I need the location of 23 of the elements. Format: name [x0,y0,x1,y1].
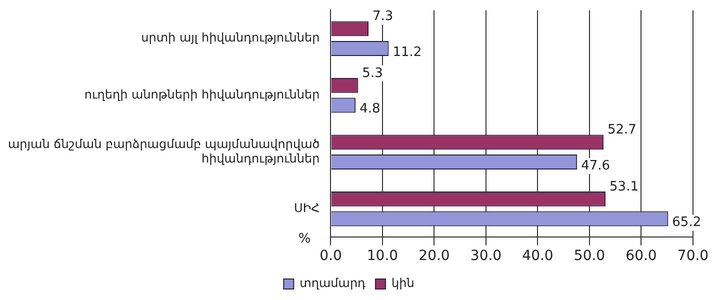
legend-label: կին [392,276,414,290]
data-label: 5.3 [362,66,383,81]
y-tick-label: ՍԻՀ [294,200,320,215]
x-tick-label: 10.0 [366,248,398,264]
data-label: 65.2 [672,215,702,230]
legend-label: տղամարդ [300,276,366,290]
x-tick-label: 60.0 [626,248,657,264]
x-tick-label: 40.0 [522,248,554,264]
y-tick-label: սրտի այլ հիվանդություններ [141,30,320,45]
data-label: 47.6 [581,158,610,174]
x-tick-label: 30.0 [470,248,502,264]
data-label: 4.8 [360,102,380,117]
x-tick-label: 70.0 [677,248,709,264]
x-axis-title: % [298,232,311,247]
x-tick-label: 20.0 [418,248,450,264]
x-tick-label: 0.0 [320,248,342,264]
y-tick-label: արյան ճնշման բարձրացմամբ պայմանավորված հիվանդություններ [8,137,320,166]
data-label: 53.1 [610,179,638,194]
data-label: 11.2 [392,44,422,60]
y-tick-label: ուղեղի անոթների հիվանդություններ [84,87,320,102]
data-label: 7.3 [372,9,394,24]
x-tick-label: 50.0 [574,248,606,264]
data-label: 52.7 [607,122,636,138]
